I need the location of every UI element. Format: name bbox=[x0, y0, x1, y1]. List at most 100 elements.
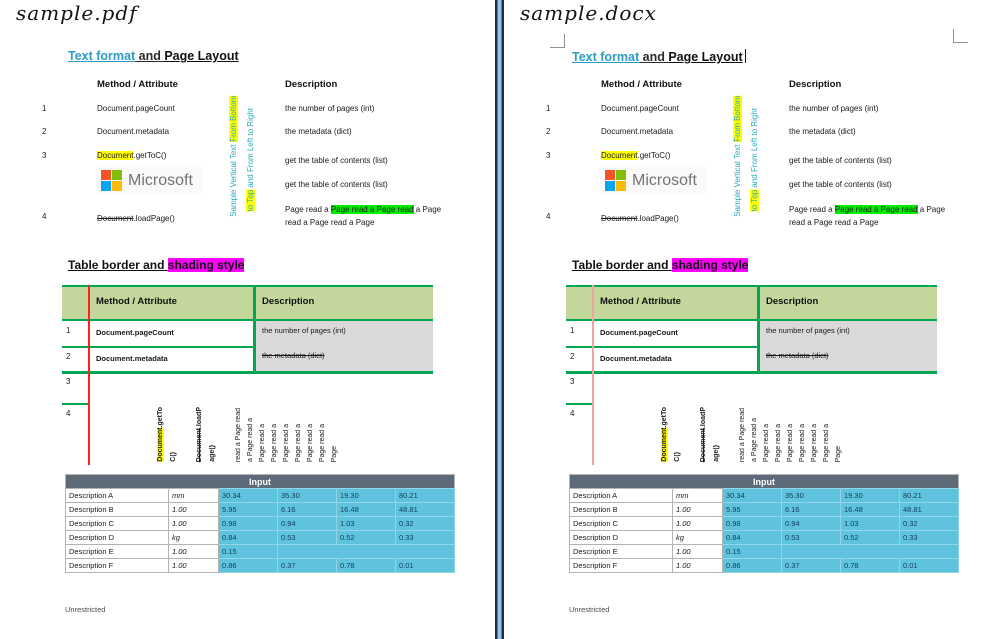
microsoft-logo-icon bbox=[101, 170, 122, 191]
input-row: Description D kg 0.84 0.53 0.52 0.33 bbox=[569, 530, 959, 545]
list-header-description: Description bbox=[789, 79, 842, 90]
list-row-method: Document.loadPage() bbox=[97, 214, 175, 223]
input-value-cell: 0.84 bbox=[722, 530, 782, 545]
vertical-description-text: Page read a bbox=[799, 423, 806, 462]
list-header-description: Description bbox=[285, 79, 338, 90]
table-row-number: 4 bbox=[570, 409, 575, 418]
list-row-method: Document.pageCount bbox=[97, 104, 175, 113]
table-description-cell: the metadata (dict) bbox=[766, 351, 829, 360]
input-unit-cell: 1.00 bbox=[672, 516, 723, 531]
input-value-cell: 1.03 bbox=[840, 516, 900, 531]
vertical-description-text: Page read a bbox=[295, 423, 302, 462]
vertical-description-text: a Page read a bbox=[247, 418, 254, 462]
input-value-cell: 0.32 bbox=[395, 516, 455, 531]
bordered-table: Method / Attribute Description 1 Documen… bbox=[62, 285, 433, 465]
footer-classification-label: Unrestricted bbox=[569, 605, 610, 614]
list-row-method: Document.getToC() bbox=[601, 151, 671, 160]
table-description-cell: the number of pages (int) bbox=[262, 326, 346, 335]
input-table-title-row: Input bbox=[569, 474, 959, 489]
input-value-cell: 6.16 bbox=[277, 502, 337, 517]
input-unit-cell: 1.00 bbox=[168, 516, 219, 531]
vertical-method-text: Document.getTo bbox=[661, 407, 668, 462]
input-value-cell: 0.86 bbox=[722, 558, 782, 573]
merged-description-cell bbox=[255, 321, 433, 371]
text-boundary-corner-icon bbox=[953, 29, 968, 43]
list-row-description: get the table of contents (list) bbox=[789, 180, 892, 189]
red-border-line bbox=[592, 285, 594, 465]
microsoft-logo: Microsoft bbox=[97, 167, 203, 194]
input-table-title-row: Input bbox=[65, 474, 455, 489]
table-description-cell: the number of pages (int) bbox=[766, 326, 850, 335]
input-label-cell: Description C bbox=[65, 516, 169, 531]
table-row-number: 1 bbox=[66, 326, 71, 335]
input-label-cell: Description B bbox=[65, 502, 169, 517]
input-row: Description B 1.00 5.95 6.16 16.48 48.81 bbox=[65, 502, 455, 517]
input-value-cell: 16.48 bbox=[840, 502, 900, 517]
table-method-cell: Document.pageCount bbox=[600, 328, 678, 337]
input-row: Description C 1.00 0.98 0.94 1.03 0.32 bbox=[569, 516, 959, 531]
vertical-description-text: read a Page read bbox=[235, 407, 242, 462]
input-value-cell: 0.33 bbox=[395, 530, 455, 545]
input-row: Description E 1.00 0.15 bbox=[569, 544, 959, 559]
input-value-cell: 19.30 bbox=[336, 488, 396, 503]
green-border-line bbox=[757, 285, 760, 373]
input-value-cell-merged bbox=[781, 544, 959, 559]
vertical-description-text: Page bbox=[331, 445, 338, 462]
green-border-line bbox=[566, 346, 759, 348]
table-header-row bbox=[566, 285, 937, 321]
vertical-method-text: Document.loadP bbox=[700, 406, 707, 462]
input-row: Description A mm 30.34 35.30 19.30 80.21 bbox=[569, 488, 959, 503]
table-row-number: 2 bbox=[570, 352, 575, 361]
vertical-method-text: age() bbox=[713, 445, 720, 462]
input-value-cell: 48.81 bbox=[395, 502, 455, 517]
input-value-cell: 35.30 bbox=[277, 488, 337, 503]
list-row-number: 1 bbox=[42, 104, 47, 113]
input-label-cell: Description B bbox=[569, 502, 673, 517]
input-row: Description D kg 0.84 0.53 0.52 0.33 bbox=[65, 530, 455, 545]
green-border-line bbox=[253, 285, 256, 373]
vertical-description-text: a Page read a bbox=[751, 418, 758, 462]
vertical-method-text: Document.loadP bbox=[196, 406, 203, 462]
list-row-method: Document.metadata bbox=[601, 127, 674, 136]
vertical-description-text: Page read a bbox=[775, 423, 782, 462]
microsoft-logo-icon bbox=[605, 170, 626, 191]
list-header-method: Method / Attribute bbox=[97, 79, 178, 90]
vertical-description-text: read a Page read bbox=[739, 407, 746, 462]
input-value-cell: 6.16 bbox=[781, 502, 841, 517]
list-row-description: get the table of contents (list) bbox=[285, 180, 388, 189]
input-label-cell: Description E bbox=[569, 544, 673, 559]
list-row-method: Document.loadPage() bbox=[601, 214, 679, 223]
input-label-cell: Description F bbox=[65, 558, 169, 573]
vertical-description-text: Page read a bbox=[271, 423, 278, 462]
table-method-cell: Document.metadata bbox=[96, 354, 168, 363]
green-border-line bbox=[566, 403, 594, 405]
input-value-cell: 35.30 bbox=[781, 488, 841, 503]
input-value-cell: 0.01 bbox=[395, 558, 455, 573]
vertical-description-text: Page read a bbox=[811, 423, 818, 462]
list-row-description: Page read a Page read a Page read a Page… bbox=[789, 205, 946, 227]
table-method-cell: Document.metadata bbox=[600, 354, 672, 363]
input-value-cell: 0.86 bbox=[218, 558, 278, 573]
input-value-cell: 48.81 bbox=[899, 502, 959, 517]
heading-table-border-shading: Table border and shading style bbox=[68, 258, 245, 272]
input-value-cell-merged bbox=[277, 544, 455, 559]
merged-description-cell bbox=[759, 321, 937, 371]
table-row-number: 2 bbox=[66, 352, 71, 361]
window-divider bbox=[495, 0, 504, 639]
input-table-title: Input bbox=[569, 474, 959, 489]
input-table: Input Description A mm 30.34 35.30 19.30… bbox=[65, 474, 455, 573]
input-label-cell: Description C bbox=[569, 516, 673, 531]
vertical-sample-text-line1: Sample Vertical Text From Bottom bbox=[733, 96, 742, 217]
list-row-description: get the table of contents (list) bbox=[789, 156, 892, 165]
list-row-number: 2 bbox=[546, 127, 551, 136]
input-value-cell: 0.37 bbox=[277, 558, 337, 573]
input-row: Description C 1.00 0.98 0.94 1.03 0.32 bbox=[65, 516, 455, 531]
input-value-cell: 80.21 bbox=[395, 488, 455, 503]
green-border-line bbox=[62, 346, 255, 348]
list-row-description: the number of pages (int) bbox=[789, 104, 879, 113]
input-value-cell: 0.15 bbox=[218, 544, 278, 559]
input-value-cell: 5.95 bbox=[722, 502, 782, 517]
input-value-cell: 0.78 bbox=[840, 558, 900, 573]
input-value-cell: 0.53 bbox=[277, 530, 337, 545]
list-row-description: the metadata (dict) bbox=[789, 127, 856, 136]
